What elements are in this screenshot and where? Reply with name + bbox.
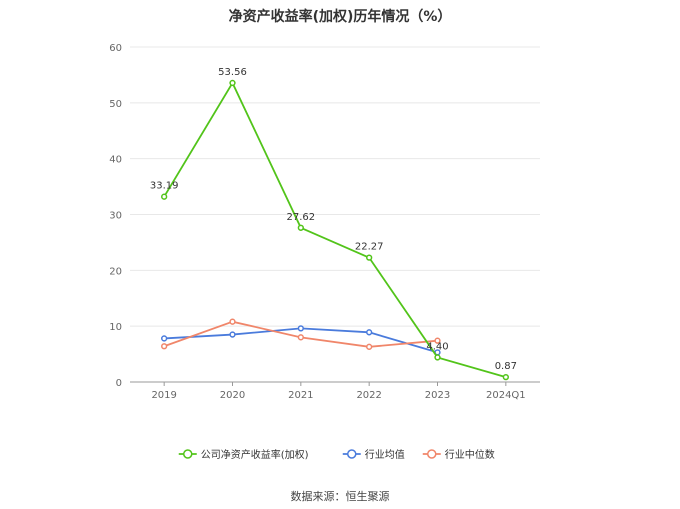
data-point (229, 79, 236, 87)
legend-item: 公司净资产收益率(加权) (178, 448, 309, 461)
y-tick-label: 20 (109, 266, 122, 277)
legend-swatch-marker (427, 449, 437, 459)
chart-title: 净资产收益率(加权)历年情况（%） (228, 9, 452, 25)
data-label: 22.27 (355, 242, 384, 253)
data-point (434, 337, 441, 344)
y-axis: 0 10 20 30 40 50 60 (109, 43, 122, 389)
y-tick-label: 60 (109, 43, 122, 54)
legend-label: 行业均值 (365, 448, 405, 461)
data-point (434, 354, 441, 361)
data-point (161, 193, 168, 200)
data-label: 0.87 (495, 361, 517, 372)
data-label: 4.40 (426, 341, 448, 352)
legend-label: 公司净资产收益率(加权) (201, 448, 309, 461)
data-point (297, 334, 304, 341)
x-tick-label: 2019 (151, 390, 176, 401)
legend-item: 行业中位数 (422, 448, 495, 461)
data-point (366, 254, 373, 261)
y-tick-label: 0 (116, 378, 122, 389)
x-tick-label: 2022 (356, 390, 381, 401)
legend-swatch-marker (347, 449, 357, 459)
data-point (161, 335, 168, 342)
legend-item: 行业均值 (342, 448, 405, 461)
x-tick-label: 2024Q1 (486, 390, 526, 401)
data-point (366, 329, 373, 336)
data-label: 53.56 (218, 67, 247, 78)
x-tick-label: 2023 (425, 390, 450, 401)
data-point (229, 331, 236, 338)
x-tick-label: 2020 (220, 390, 245, 401)
y-tick-label: 10 (109, 322, 122, 333)
series-line (163, 81, 507, 379)
data-source: 数据来源：恒生聚源 (290, 490, 390, 503)
legend-label: 行业中位数 (445, 448, 495, 461)
data-label: 33.19 (150, 181, 179, 192)
data-labels: 33.19 53.56 27.62 22.27 4.40 0.87 (150, 67, 517, 372)
y-tick-label: 50 (109, 99, 122, 110)
series-lines (161, 79, 509, 381)
data-point (161, 343, 168, 350)
data-point (297, 224, 304, 231)
gridlines (130, 46, 540, 327)
data-point (297, 325, 304, 332)
y-tick-label: 30 (109, 211, 122, 222)
data-point (366, 343, 373, 350)
x-axis: 2019 2020 2021 2022 2023 2024Q1 (130, 381, 540, 401)
legend: 公司净资产收益率(加权) 行业均值 行业中位数 (178, 448, 495, 461)
x-tick-label: 2021 (288, 390, 313, 401)
data-point (502, 373, 509, 381)
y-tick-label: 40 (109, 155, 122, 166)
data-point (229, 318, 236, 325)
data-label: 27.62 (287, 212, 316, 223)
legend-swatch-marker (183, 449, 193, 459)
